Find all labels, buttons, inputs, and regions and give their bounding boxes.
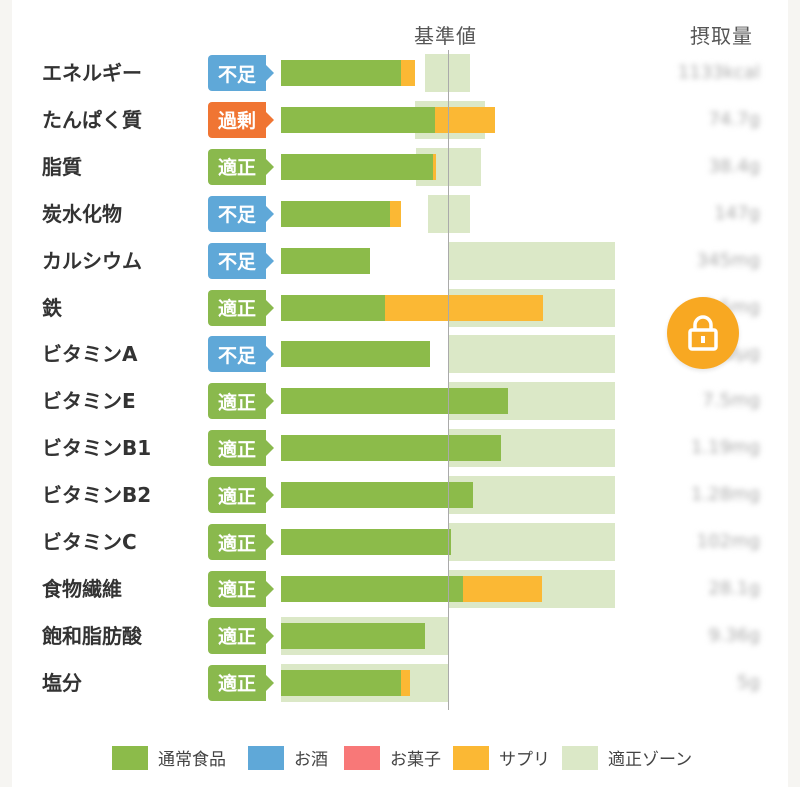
supplement-bar <box>432 153 437 180</box>
status-badge: 不足 <box>208 242 274 279</box>
food-bar <box>281 622 425 649</box>
status-badge: 適正 <box>208 383 274 420</box>
optimal-zone <box>448 335 615 374</box>
intake-value: 5g <box>737 671 760 693</box>
legend-swatch <box>344 745 380 770</box>
status-badge: 不足 <box>208 336 274 373</box>
nutrient-label: 脂質 <box>42 154 82 179</box>
legend-label: お酒 <box>294 750 328 770</box>
legend-swatch <box>453 745 489 770</box>
supplement-bar <box>401 669 410 696</box>
intake-value: 9.36g <box>708 624 760 646</box>
status-badge: 適正 <box>208 430 274 467</box>
intake-value: 7.5mg <box>702 390 760 412</box>
lock-button[interactable] <box>667 297 739 369</box>
food-bar <box>281 435 502 462</box>
status-badge: 過剰 <box>208 101 274 138</box>
nutrient-label: ビタミンC <box>42 530 137 554</box>
legend-item: 通常食品 <box>112 745 226 770</box>
nutrient-label: 炭水化物 <box>42 201 122 226</box>
nutrient-label: 飽和脂肪酸 <box>42 623 142 648</box>
food-bar <box>281 294 385 321</box>
food-bar <box>281 60 402 86</box>
status-badge: 適正 <box>208 289 274 326</box>
legend-label: お菓子 <box>390 750 441 770</box>
status-badge: 適正 <box>208 570 274 607</box>
intake-value: 1.19mg <box>690 437 760 459</box>
status-badge: 適正 <box>208 524 274 560</box>
food-bar <box>281 482 474 509</box>
legend-swatch <box>248 745 284 770</box>
intake-value: 38.4g <box>708 155 760 177</box>
nutrient-label: カルシウム <box>42 248 142 273</box>
optimal-zone <box>424 54 470 92</box>
legend-label: 通常食品 <box>158 750 226 770</box>
legend-swatch <box>112 745 148 770</box>
optimal-zone <box>448 523 615 561</box>
nutrient-label: ビタミンE <box>42 389 136 414</box>
nutrient-label: 食物繊維 <box>42 576 122 601</box>
nutrient-label: 鉄 <box>42 295 62 320</box>
nutrient-label: ビタミンB1 <box>42 436 152 461</box>
optimal-zone <box>448 241 615 280</box>
legend-item: サプリ <box>453 745 550 770</box>
reference-line <box>448 50 449 710</box>
food-bar <box>281 153 433 180</box>
food-bar <box>281 247 370 274</box>
intake-value: 147g <box>714 202 760 224</box>
food-bar <box>281 669 402 696</box>
status-badge: 適正 <box>208 477 274 514</box>
supplement-bar <box>434 106 495 133</box>
legend-label: 適正ゾーン <box>608 750 693 770</box>
status-badge: 適正 <box>208 617 274 654</box>
food-bar <box>281 529 452 555</box>
intake-value: 28.1g <box>708 577 760 599</box>
supplement-bar <box>463 575 542 602</box>
food-bar <box>281 388 509 415</box>
intake-value: 74.7g <box>708 108 760 130</box>
legend-item: 適正ゾーン <box>562 745 692 770</box>
food-bar <box>281 200 390 227</box>
supplement-bar <box>389 200 402 227</box>
nutrient-label: たんぱく質 <box>42 107 142 132</box>
food-bar <box>281 341 430 368</box>
optimal-zone <box>448 476 615 515</box>
status-badge: 不足 <box>208 55 274 91</box>
nutrient-label: ビタミンB2 <box>42 483 152 508</box>
intake-header: 摂取量 <box>690 24 753 48</box>
status-badge: 適正 <box>208 664 274 701</box>
legend-label: サプリ <box>499 750 550 770</box>
supplement-bar <box>384 294 544 321</box>
legend-swatch <box>562 745 598 770</box>
nutrient-label: ビタミンA <box>42 342 138 367</box>
food-bar <box>281 106 435 133</box>
intake-value: 1.28mg <box>690 484 760 506</box>
status-badge: 適正 <box>208 148 274 185</box>
supplement-bar <box>401 60 415 86</box>
nutrient-label: 塩分 <box>42 670 82 695</box>
intake-value: 1133kcal <box>677 62 760 83</box>
nutrient-label: エネルギー <box>42 61 142 85</box>
status-badge: 不足 <box>208 195 274 232</box>
legend-item: お酒 <box>248 745 328 770</box>
lock-icon <box>688 315 718 351</box>
reference-header: 基準値 <box>414 24 477 48</box>
intake-value: 102mg <box>696 531 760 552</box>
legend: 通常食品 お酒 お菓子 サプリ 適正ゾーン <box>0 745 800 775</box>
food-bar <box>281 575 464 602</box>
legend-item: お菓子 <box>344 745 441 770</box>
intake-value: 345mg <box>696 249 760 271</box>
